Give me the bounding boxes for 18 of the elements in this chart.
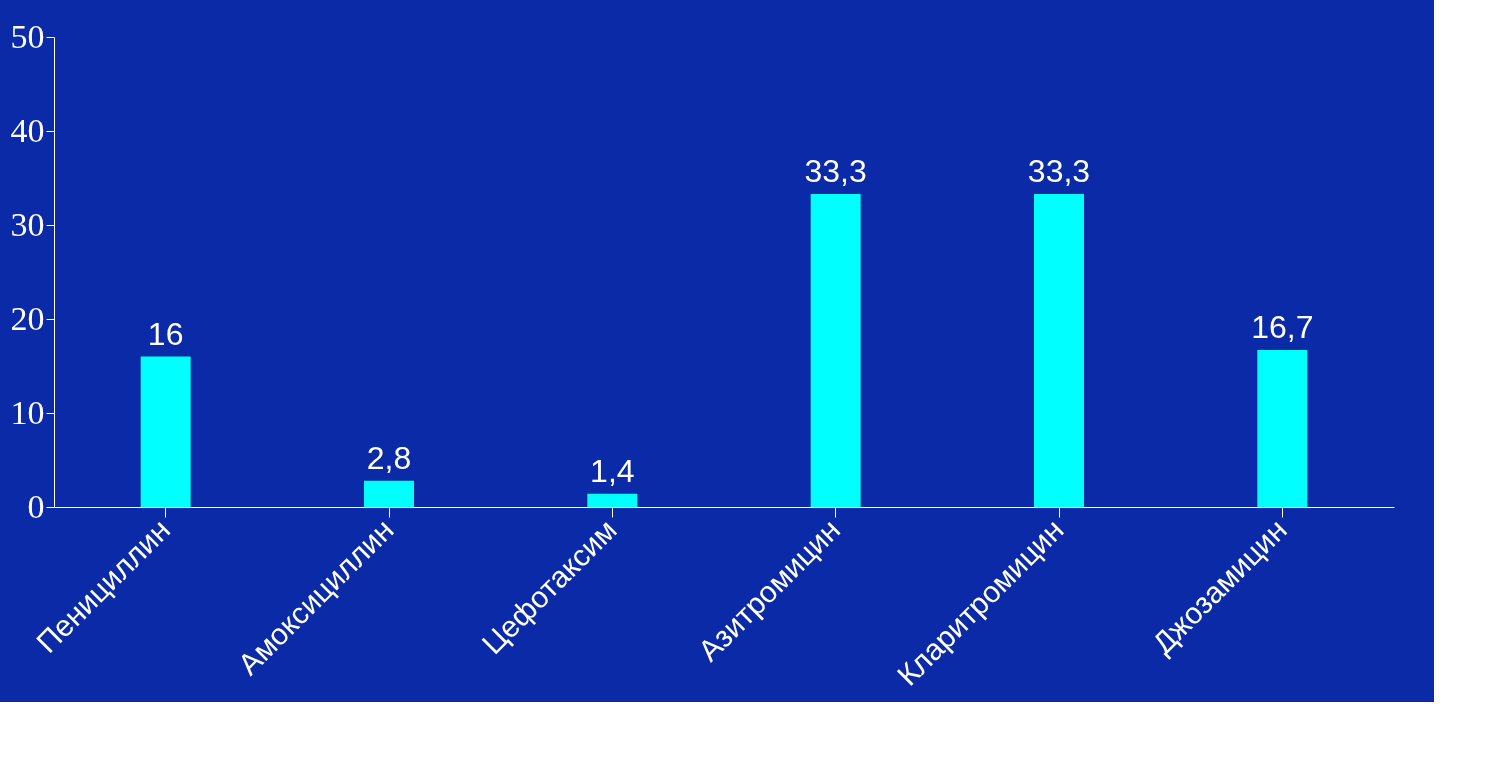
data-label: 33,3: [804, 152, 867, 189]
y-tick-label: 0: [27, 487, 45, 525]
data-label: 1,4: [590, 452, 635, 489]
data-label: 16: [147, 315, 184, 352]
bar: [140, 356, 191, 507]
bar: [587, 493, 638, 507]
y-tick-label: 10: [10, 393, 45, 431]
data-label: 16,7: [1251, 309, 1314, 346]
data-label: 2,8: [366, 439, 412, 476]
bar: [364, 480, 414, 507]
bar: [1034, 193, 1084, 507]
y-tick-label: 30: [10, 205, 45, 243]
bar: [1257, 350, 1308, 507]
bar: [810, 193, 861, 507]
y-tick-label: 50: [10, 17, 45, 55]
data-label: 33,3: [1027, 152, 1091, 189]
y-tick-label: 40: [10, 111, 45, 149]
y-tick-label: 20: [10, 299, 45, 337]
